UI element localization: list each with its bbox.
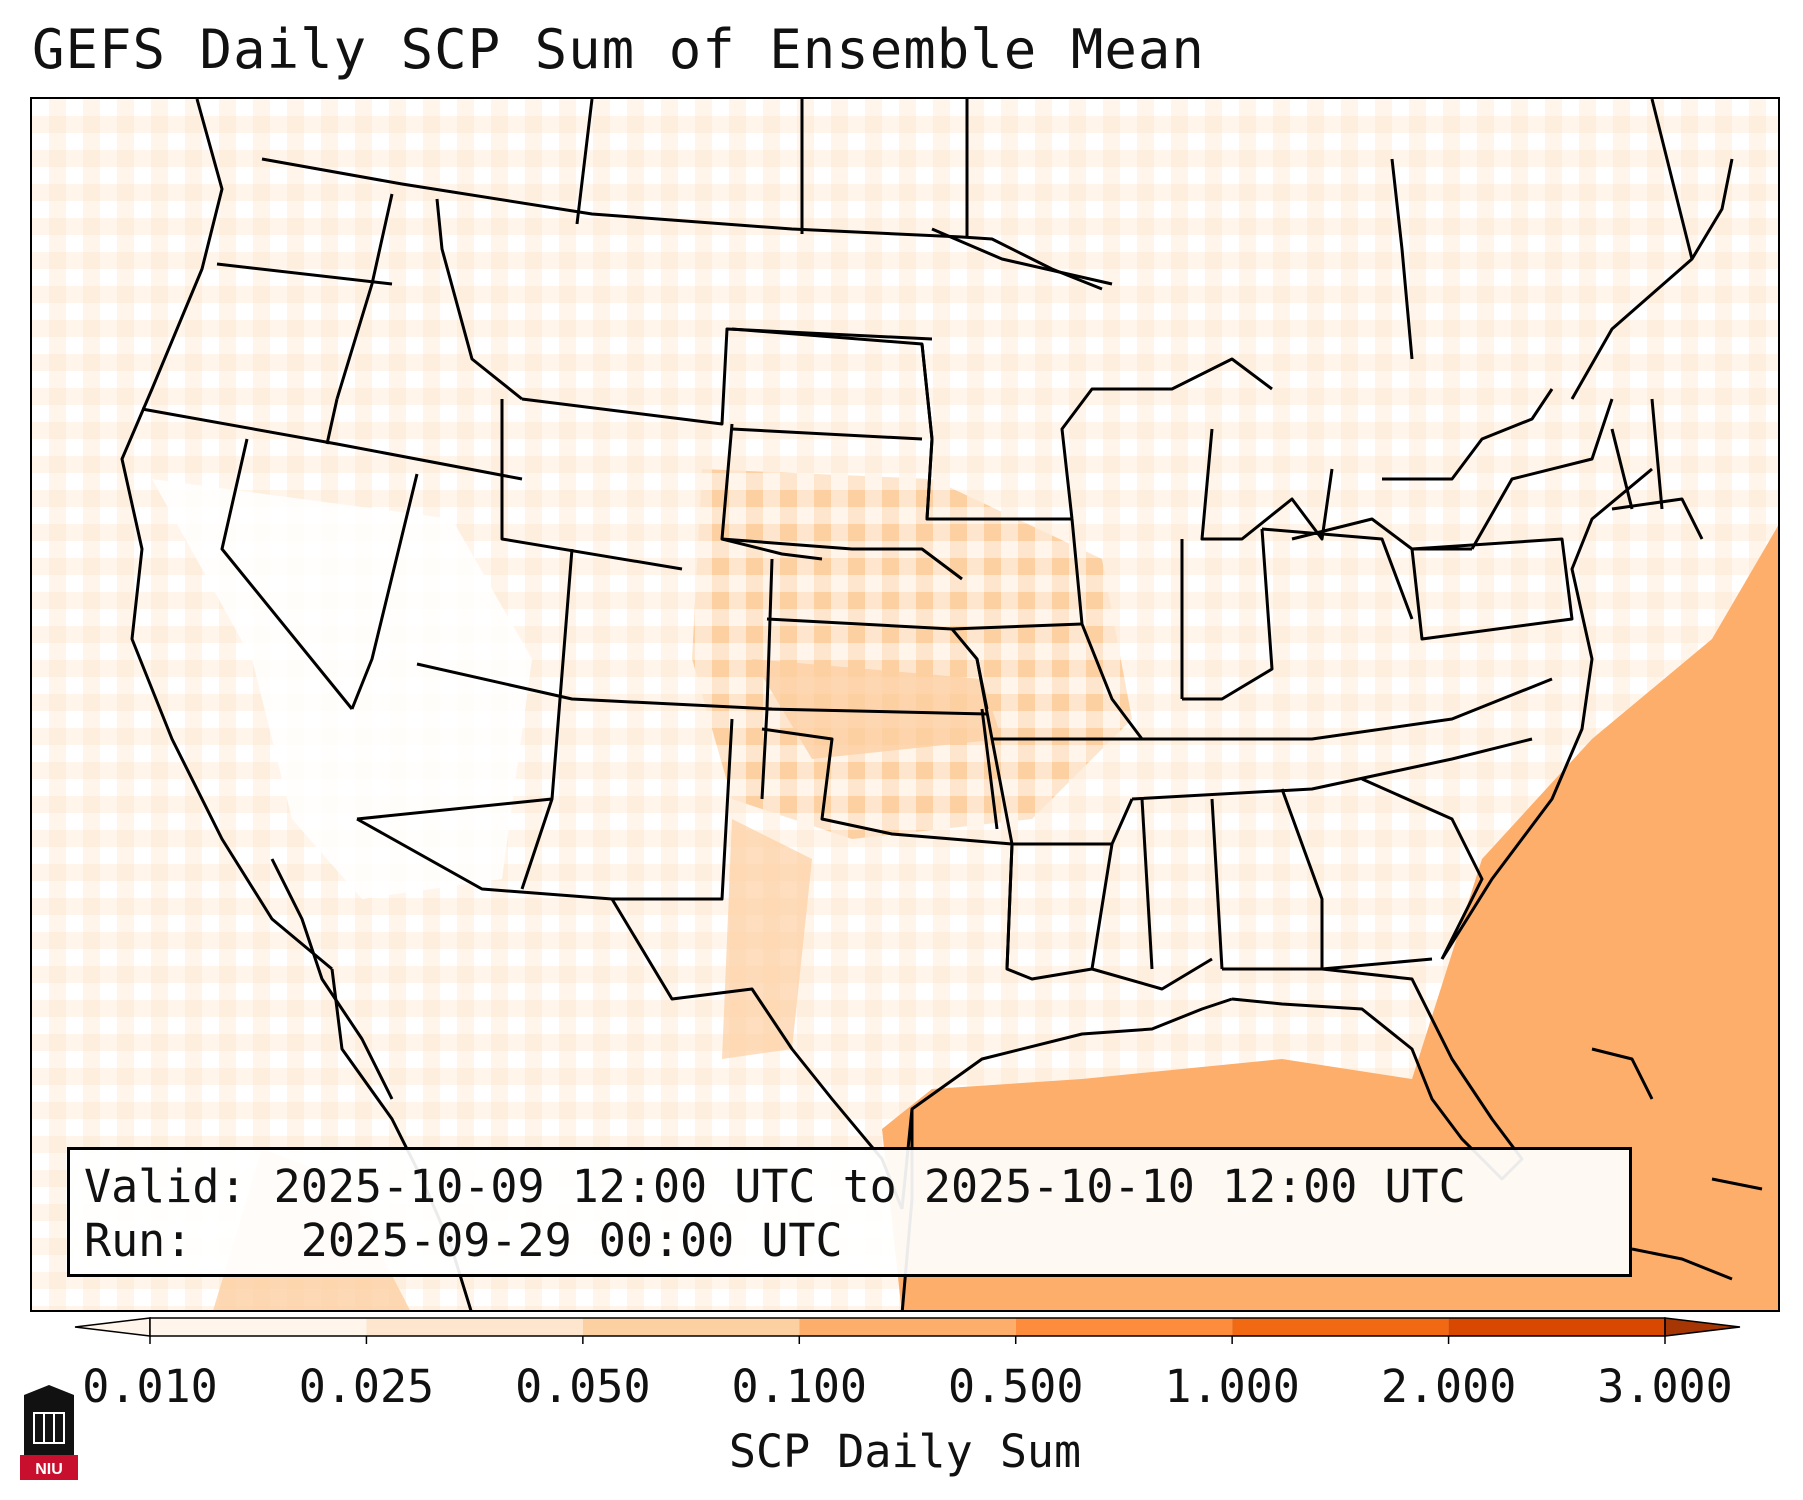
colorbar-segment <box>1232 1318 1449 1336</box>
colorbar-extend-high <box>1664 1317 1741 1337</box>
run-row: Run: 2025-09-29 00:00 UTC <box>84 1214 1615 1268</box>
run-value: 2025-09-29 00:00 UTC <box>300 1214 843 1267</box>
colorbar-extend-low <box>74 1317 151 1337</box>
valid-row: Valid: 2025-10-09 12:00 UTC to 2025-10-1… <box>84 1160 1615 1214</box>
shading-atlantic <box>1412 525 1778 1310</box>
shading-texas-band <box>722 819 812 1059</box>
colorbar-tick-label: 0.050 <box>515 1360 651 1413</box>
colorbar-tick-label: 0.025 <box>298 1360 435 1413</box>
chart-title: GEFS Daily SCP Sum of Ensemble Mean <box>32 18 1205 81</box>
colorbar-tick-label: 1.000 <box>1164 1360 1300 1413</box>
run-label: Run: <box>84 1214 193 1267</box>
colorbar-segment <box>150 1318 367 1336</box>
colorbar-frame <box>149 1317 1666 1337</box>
map-panel <box>30 97 1780 1312</box>
shading-central-plains <box>692 469 1132 839</box>
valid-label: Valid: <box>84 1160 247 1213</box>
colorbar-label: SCP Daily Sum <box>728 1425 1082 1478</box>
state-boundaries <box>120 99 1763 1310</box>
valid-run-info-box: Valid: 2025-10-09 12:00 UTC to 2025-10-1… <box>67 1147 1632 1277</box>
colorbar-segment <box>799 1318 1016 1336</box>
colorbar-segment <box>1448 1318 1665 1336</box>
colorbar-segment <box>366 1318 583 1336</box>
colorbar-segment <box>582 1318 800 1336</box>
map-svg <box>32 99 1778 1310</box>
colorbar-tick-label: 0.100 <box>731 1360 868 1413</box>
valid-value: 2025-10-09 12:00 UTC to 2025-10-10 12:00… <box>273 1160 1466 1213</box>
colorbar-tick-label: 0.500 <box>947 1360 1084 1413</box>
shading-kansas <box>752 659 1002 759</box>
colorbar-tick-label: 3.000 <box>1597 1360 1733 1413</box>
colorbar-tick-label: 0.010 <box>82 1360 218 1413</box>
logo-text: NIU <box>35 1461 63 1478</box>
colorbar-tick-label: 2.000 <box>1380 1360 1517 1413</box>
shading-west-interior <box>152 479 532 899</box>
colorbar <box>74 1317 1741 1344</box>
niu-logo: NIU <box>20 1385 78 1480</box>
colorbar-segment <box>1015 1318 1233 1336</box>
